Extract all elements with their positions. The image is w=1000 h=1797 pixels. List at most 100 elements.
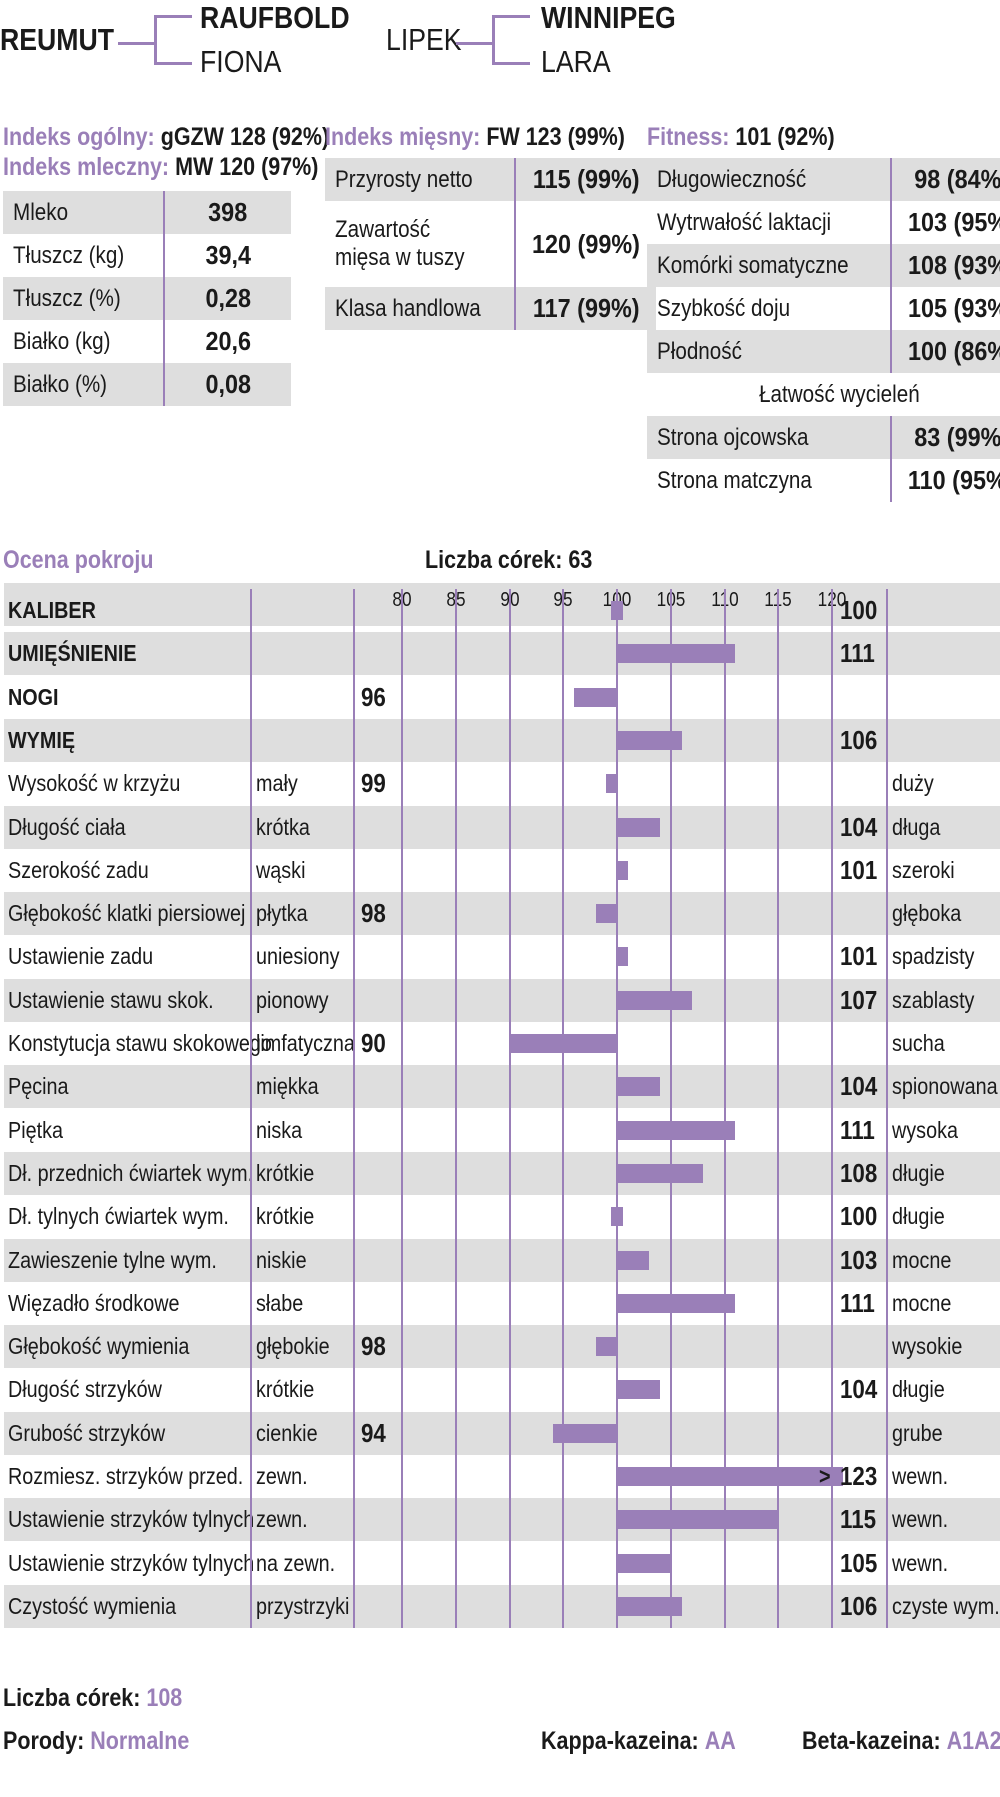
footer-beta-label: Beta-kazeina: <box>802 1727 941 1755</box>
table-row: Komórki somatyczne 108 (93%) <box>647 244 1000 287</box>
gridline <box>669 589 672 1629</box>
trait-high-descriptor: wysoka <box>892 1116 958 1143</box>
trait-name: Głębokość wymienia <box>8 1333 190 1360</box>
trait-name: Pęcina <box>8 1073 69 1100</box>
trait-low-descriptor: mały <box>256 770 298 797</box>
footer-births-value: Normalne <box>90 1727 190 1755</box>
trait-high-descriptor: mocne <box>892 1289 952 1316</box>
table-row: Tłuszcz (kg) 39,4 <box>3 234 291 277</box>
trait-value: 94 <box>361 1417 386 1448</box>
pedigree-connector <box>118 42 154 45</box>
trait-bar <box>617 860 628 880</box>
pedigree-connector <box>492 62 530 65</box>
fitness-trait-value: 103 (95%) <box>907 207 1000 237</box>
table-row: Długowieczność 98 (84%) <box>647 158 1000 201</box>
trait-high-descriptor: mocne <box>892 1246 952 1273</box>
table-row: Strona ojcowska 83 (99%) <box>647 416 1000 459</box>
fitness-trait-value: 108 (93%) <box>907 250 1000 280</box>
table-row: Zawartość mięsa w tuszy 120 (99%) <box>325 201 657 287</box>
trait-name: Długość strzyków <box>8 1376 162 1403</box>
mgs-sire-name: WINNIPEG <box>541 0 676 35</box>
milk-trait-value: 20,6 <box>205 326 251 356</box>
footer-beta-value: A1A2 <box>946 1727 1000 1755</box>
milk-index-value: MW 120 (97%) <box>175 153 319 181</box>
milk-table: Mleko 398 Tłuszcz (kg) 39,4 Tłuszcz (%) 0,2… <box>3 191 291 406</box>
milk-trait-label: Tłuszcz (%) <box>13 284 121 312</box>
calving-value: 83 (99%) <box>914 422 1000 452</box>
meat-table: Przyrosty netto 115 (99%) Zawartość mięsa … <box>325 158 657 330</box>
gridline <box>508 589 511 1629</box>
trait-row: Czystość wymienia przystrzyki czyste wym. 1… <box>4 1584 1000 1628</box>
trait-low-descriptor: słabe <box>256 1289 304 1316</box>
trait-value: 105 <box>840 1547 878 1578</box>
trait-value: 100 <box>840 595 878 625</box>
gridline <box>831 589 833 1629</box>
trait-high-descriptor: długie <box>892 1203 945 1230</box>
trait-bar <box>617 1077 660 1097</box>
meat-trait-value: 120 (99%) <box>532 228 641 259</box>
trait-row: Długość strzyków krótkie długie 104 <box>4 1368 1000 1411</box>
trait-bar <box>574 687 617 707</box>
trait-name: Więzadło środkowe <box>8 1289 180 1316</box>
meat-index-label: Indeks mięsny: <box>325 123 481 151</box>
trait-row: Głębokość klatki piersiowej płytka głęboka… <box>4 892 1000 936</box>
calving-value: 110 (95%) <box>908 465 1000 495</box>
trait-low-descriptor: uniesiony <box>256 943 340 970</box>
trait-low-descriptor: krótkie <box>256 1376 315 1403</box>
trait-row: Długość ciała krótka długa 104 <box>4 805 1000 849</box>
trait-row: WYMIĘ 106 <box>4 718 1000 762</box>
trait-name: KALIBER <box>8 597 96 623</box>
meat-trait-value: 117 (99%) <box>533 293 640 323</box>
trait-name: Konstytucja stawu skokowego <box>8 1030 272 1056</box>
meat-trait-label: mięsa w tuszy <box>335 244 465 271</box>
footer-kappa: Kappa-kazeina: AA <box>541 1727 736 1756</box>
table-row: Białko (kg) 20,6 <box>3 320 291 363</box>
trait-row: Dł. tylnych ćwiartek wym. krótkie długie 10… <box>4 1195 1000 1238</box>
trait-high-descriptor: długie <box>892 1376 945 1403</box>
sire-name: RAUFBOLD <box>200 0 350 35</box>
trait-value: 90 <box>361 1028 386 1058</box>
trait-high-descriptor: duży <box>892 770 934 797</box>
trait-value: 101 <box>840 941 878 972</box>
trait-name: Długość ciała <box>8 813 126 840</box>
footer-daughters-value: 108 <box>146 1684 183 1712</box>
trait-low-descriptor: płytka <box>256 900 308 927</box>
trait-low-descriptor: niskie <box>256 1246 307 1273</box>
column-divider <box>353 589 355 1629</box>
gridline <box>723 589 726 1629</box>
trait-value: 103 <box>840 1244 878 1275</box>
trait-name: Szerokość zadu <box>8 856 149 883</box>
trait-bar <box>617 1163 703 1183</box>
meat-trait-value: 115 (99%) <box>533 164 640 194</box>
trait-bar <box>617 1250 650 1270</box>
trait-row: Głębokość wymienia głębokie wysokie 98 <box>4 1325 1000 1369</box>
fitness-index-value: 101 (92%) <box>735 123 835 151</box>
table-row: Płodność 100 (86%) <box>647 330 1000 373</box>
trait-value: 108 <box>840 1157 878 1188</box>
trait-name: Zawieszenie tylne wym. <box>8 1246 217 1273</box>
conformation-title: Ocena pokroju <box>3 546 154 574</box>
fitness-trait-label: Długowieczność <box>657 165 807 193</box>
trait-high-descriptor: wysokie <box>892 1333 963 1360</box>
overall-index: Indeks ogólny: gGZW 128 (92%) <box>3 123 329 152</box>
milk-trait-value: 39,4 <box>205 240 251 270</box>
trait-bar <box>617 644 736 664</box>
trait-high-descriptor: szablasty <box>892 986 975 1013</box>
pedigree-connector <box>492 15 495 65</box>
trait-high-descriptor: grube <box>892 1419 943 1446</box>
trait-high-descriptor: długa <box>892 813 941 840</box>
milk-index-label: Indeks mleczny: <box>3 153 170 181</box>
table-row: Białko (%) 0,08 <box>3 363 291 406</box>
milk-trait-value: 0,08 <box>205 369 251 399</box>
trait-high-descriptor: spadzisty <box>892 943 975 970</box>
trait-bar <box>617 1380 660 1400</box>
pedigree-connector <box>456 42 492 45</box>
footer-kappa-value: AA <box>704 1727 736 1755</box>
trait-row: KALIBER 100 <box>4 589 1000 632</box>
fitness-table: Długowieczność 98 (84%) Wytrwałość laktac… <box>647 158 1000 502</box>
table-row: Klasa handlowa 117 (99%) <box>325 287 657 330</box>
trait-name: Ustawienie stawu skok. <box>8 986 214 1013</box>
trait-low-descriptor: wąski <box>256 856 306 883</box>
pedigree-connector <box>154 62 192 65</box>
trait-value: 96 <box>361 681 386 712</box>
